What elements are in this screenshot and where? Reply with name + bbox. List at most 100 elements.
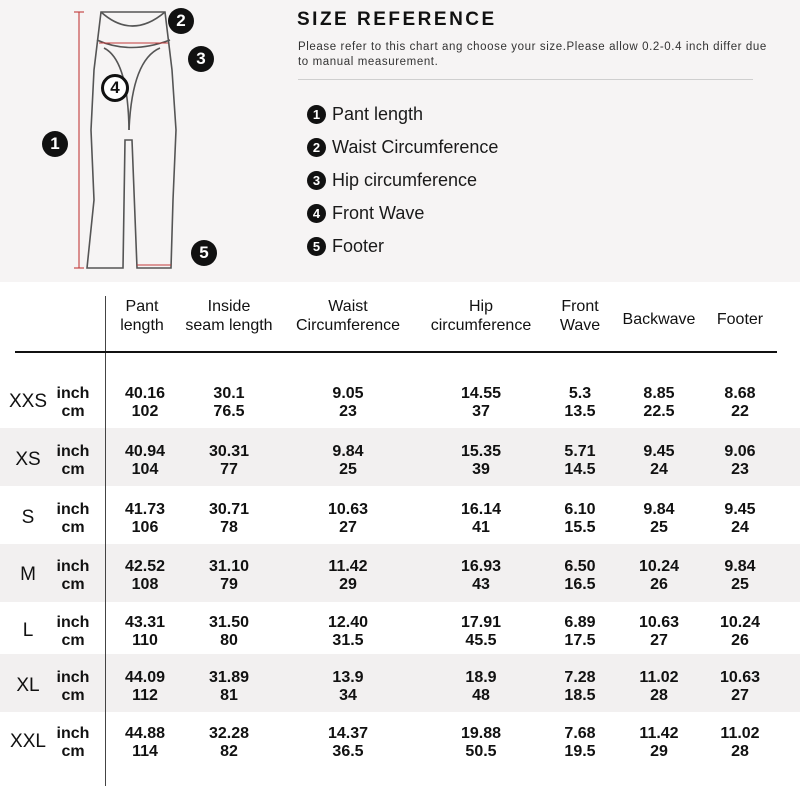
cm-value: 25 bbox=[650, 519, 668, 536]
inch-value: 16.93 bbox=[460, 558, 502, 575]
cm-value: 18.5 bbox=[564, 687, 596, 704]
table-cell: 6.10 15.5 bbox=[535, 501, 625, 537]
header-inside-seam: Inside seam length bbox=[185, 298, 273, 334]
table-cell: 43.31 110 bbox=[100, 614, 190, 650]
cm-value: 19.5 bbox=[564, 743, 596, 760]
number-2-icon: 2 bbox=[307, 138, 326, 157]
inch-value: 9.05 bbox=[332, 385, 364, 402]
size-reference-title: SIZE REFERENCE bbox=[297, 9, 497, 30]
size-label: XXS bbox=[8, 391, 48, 412]
inch-value: 7.28 bbox=[564, 669, 596, 686]
table-cell: 10.63 27 bbox=[614, 614, 704, 650]
size-label: XL bbox=[16, 675, 40, 696]
inch-value: 14.37 bbox=[327, 725, 369, 742]
cm-value: 14.5 bbox=[564, 461, 596, 478]
table-cell: 41.73 106 bbox=[100, 501, 190, 537]
inch-value: 18.9 bbox=[465, 669, 497, 686]
size-label: S bbox=[21, 507, 35, 528]
table-cell: 9.45 24 bbox=[614, 443, 704, 479]
cm-value: 23 bbox=[339, 403, 357, 420]
cm-value: 26 bbox=[731, 632, 749, 649]
inch-value: 6.50 bbox=[564, 558, 596, 575]
inch-value: 12.40 bbox=[327, 614, 369, 631]
cm-value: 17.5 bbox=[564, 632, 596, 649]
table-cell: 10.63 27 bbox=[695, 669, 785, 705]
table-cell: 30.31 77 bbox=[184, 443, 274, 479]
inch-value: 31.50 bbox=[208, 614, 250, 631]
table-cell: 30.1 76.5 bbox=[184, 385, 274, 421]
inch-value: 9.84 bbox=[643, 501, 675, 518]
cm-value: 114 bbox=[132, 743, 158, 760]
cm-value: 104 bbox=[131, 461, 159, 478]
inch-value: 30.1 bbox=[213, 385, 245, 402]
table-cell: 8.85 22.5 bbox=[614, 385, 704, 421]
inch-value: 30.31 bbox=[208, 443, 250, 460]
inch-value: 11.42 bbox=[639, 725, 679, 742]
unit-label: cm bbox=[61, 403, 85, 420]
cm-value: 43 bbox=[472, 576, 490, 593]
cm-value: 79 bbox=[220, 576, 238, 593]
table-cell: 14.55 37 bbox=[436, 385, 526, 421]
cm-value: 22.5 bbox=[643, 403, 675, 420]
size-label: XS bbox=[15, 449, 41, 470]
cm-value: 25 bbox=[339, 461, 357, 478]
marker-1-icon: 1 bbox=[42, 131, 68, 157]
table-cell: 10.24 26 bbox=[695, 614, 785, 650]
pants-diagram bbox=[74, 11, 177, 269]
cm-value: 76.5 bbox=[213, 403, 245, 420]
cm-value: 82 bbox=[220, 743, 238, 760]
size-reference-panel: 1 2 3 4 5 SIZE REFERENCE Please refer to… bbox=[0, 0, 800, 282]
header-waist: Waist Circumference bbox=[295, 298, 401, 334]
inch-value: 41.73 bbox=[124, 501, 166, 518]
inch-value: 31.89 bbox=[208, 669, 250, 686]
cm-value: 29 bbox=[650, 743, 668, 760]
header-backwave: Backwave bbox=[622, 311, 696, 328]
table-cell: 31.50 80 bbox=[184, 614, 274, 650]
marker-2-icon: 2 bbox=[168, 8, 194, 34]
cm-value: 80 bbox=[220, 632, 238, 649]
inch-value: 19.88 bbox=[460, 725, 502, 742]
cm-value: 50.5 bbox=[465, 743, 497, 760]
inch-value: 30.71 bbox=[208, 501, 250, 518]
cm-value: 25 bbox=[731, 576, 749, 593]
unit-label: cm bbox=[61, 576, 85, 593]
unit-label: cm bbox=[61, 687, 85, 704]
unit-labels: inch cm bbox=[52, 725, 94, 761]
unit-label: inch bbox=[56, 614, 90, 631]
cm-value: 27 bbox=[339, 519, 357, 536]
cm-value: 31.5 bbox=[332, 632, 364, 649]
cm-value: 24 bbox=[650, 461, 668, 478]
unit-labels: inch cm bbox=[52, 669, 94, 705]
table-cell: 30.71 78 bbox=[184, 501, 274, 537]
unit-labels: inch cm bbox=[52, 443, 94, 479]
inch-value: 17.91 bbox=[460, 614, 502, 631]
table-cell: 32.28 82 bbox=[184, 725, 274, 761]
cm-value: 27 bbox=[731, 687, 749, 704]
unit-label: inch bbox=[56, 558, 90, 575]
table-vertical-divider bbox=[105, 296, 106, 786]
row-shade-xs bbox=[0, 428, 800, 486]
inch-value: 10.24 bbox=[719, 614, 761, 631]
inch-value: 11.02 bbox=[639, 669, 679, 686]
cm-value: 108 bbox=[131, 576, 159, 593]
legend-label: Waist Circumference bbox=[332, 137, 499, 157]
legend-item-pant-length: 1 Pant length bbox=[307, 98, 498, 131]
cm-value: 26 bbox=[650, 576, 668, 593]
cm-value: 29 bbox=[339, 576, 357, 593]
table-cell: 6.89 17.5 bbox=[535, 614, 625, 650]
inch-value: 10.63 bbox=[327, 501, 369, 518]
table-cell: 16.93 43 bbox=[436, 558, 526, 594]
size-label: M bbox=[20, 564, 36, 585]
unit-labels: inch cm bbox=[52, 501, 94, 537]
inch-value: 6.89 bbox=[564, 614, 596, 631]
row-shade-xl bbox=[0, 654, 800, 712]
table-cell: 7.28 18.5 bbox=[535, 669, 625, 705]
inch-value: 32.28 bbox=[208, 725, 250, 742]
legend-item-waist: 2 Waist Circumference bbox=[307, 131, 498, 164]
table-cell: 42.52 108 bbox=[100, 558, 190, 594]
legend-label: Hip circumference bbox=[332, 170, 478, 190]
unit-label: cm bbox=[61, 519, 85, 536]
unit-label: inch bbox=[56, 725, 90, 742]
cm-value: 22 bbox=[731, 403, 749, 420]
inch-value: 13.9 bbox=[332, 669, 364, 686]
